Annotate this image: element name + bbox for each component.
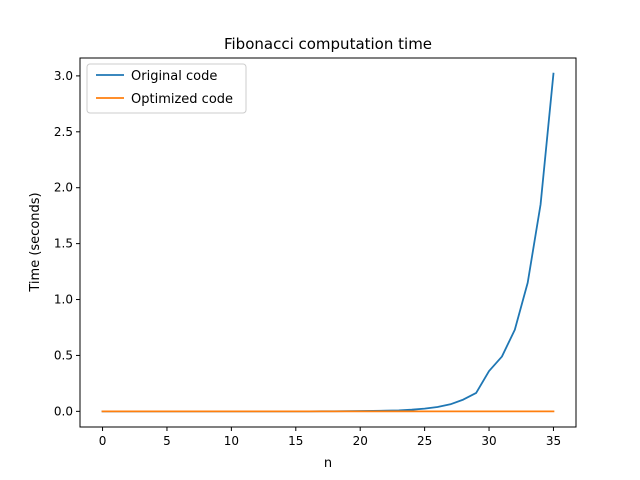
y-tick-label: 1.0 — [54, 293, 73, 307]
axes-frame — [79, 57, 577, 428]
plot-area — [79, 57, 577, 428]
legend: Original code Optimized code — [86, 63, 247, 114]
y-tick-label: 0.0 — [54, 404, 73, 418]
x-tick-label: 30 — [481, 434, 496, 448]
y-tick-label: 2.5 — [54, 125, 73, 139]
y-axis-label: Time (seconds) — [28, 192, 43, 292]
x-axis-label: n — [324, 456, 332, 471]
y-tick-label: 0.5 — [54, 348, 73, 362]
legend-box — [86, 63, 247, 114]
x-tick-label: 15 — [288, 434, 303, 448]
y-tick-label: 1.5 — [54, 237, 73, 251]
x-tick-label: 25 — [417, 434, 432, 448]
x-tick-label: 20 — [353, 434, 368, 448]
y-tick-label: 3.0 — [54, 69, 73, 83]
x-tick-label: 0 — [99, 434, 107, 448]
y-tick-label: 2.0 — [54, 181, 73, 195]
legend-label-original: Original code — [131, 69, 217, 84]
chart-title: Fibonacci computation time — [224, 35, 432, 53]
legend-label-optimized: Optimized code — [131, 92, 233, 107]
y-axis-ticks: 0.0 0.5 1.0 1.5 2.0 2.5 3.0 — [54, 69, 80, 418]
series-layer — [101, 72, 555, 413]
x-tick-label: 35 — [546, 434, 561, 448]
x-tick-label: 5 — [163, 434, 171, 448]
x-tick-label: 10 — [224, 434, 239, 448]
x-axis-ticks: 0 5 10 15 20 25 30 35 — [99, 427, 561, 448]
